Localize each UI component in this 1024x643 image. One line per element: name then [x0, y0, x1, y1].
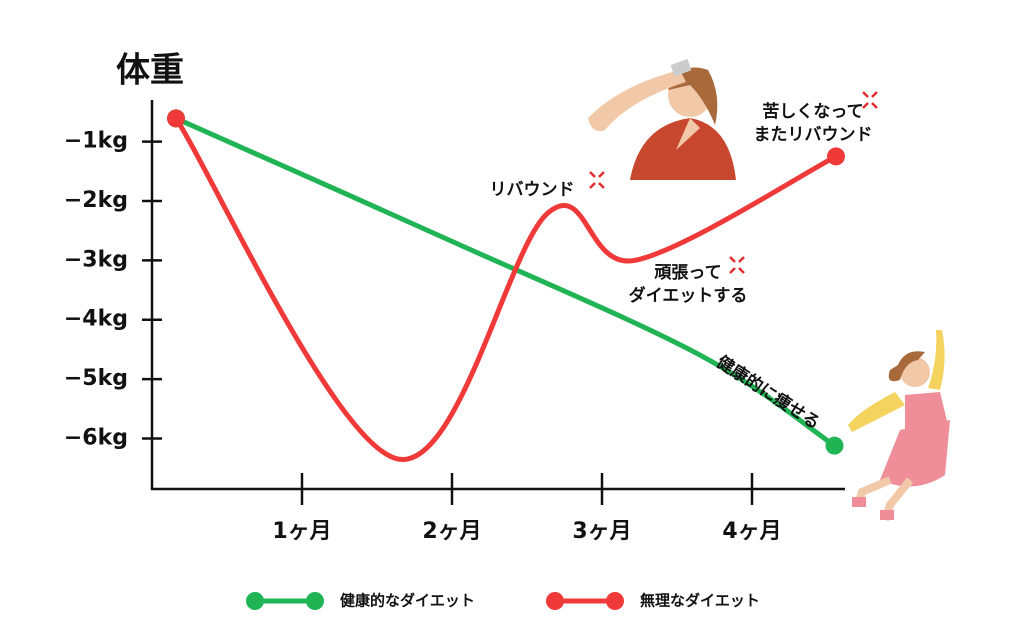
legend-dot	[606, 592, 624, 610]
y-tick-label: −6kg	[64, 426, 128, 451]
y-tick-label: −5kg	[64, 366, 128, 391]
series-line	[173, 115, 839, 462]
end-point	[167, 109, 185, 128]
series-line	[173, 115, 837, 449]
x-tick-label: 4ヶ月	[722, 519, 781, 544]
y-tick-label: −2kg	[64, 188, 128, 213]
y-tick-label: −4kg	[64, 307, 128, 332]
annotation: またリバウンド	[754, 125, 873, 145]
x-tick-label: 3ヶ月	[572, 519, 631, 544]
happy-woman	[848, 330, 950, 522]
x-tick-label: 1ヶ月	[272, 519, 331, 544]
y-axis-label: 体重	[116, 51, 184, 91]
legend-dot	[306, 592, 324, 610]
legend-dot	[546, 592, 564, 610]
x-tick-label: 2ヶ月	[422, 519, 481, 544]
end-point	[827, 147, 845, 166]
annotation: 苦しくなって	[762, 101, 863, 122]
annotation: 健康的に痩せる	[713, 351, 824, 433]
worried-woman	[588, 58, 736, 180]
end-point	[825, 436, 844, 455]
y-tick-label: −1kg	[64, 129, 128, 154]
legend-dot	[246, 592, 264, 610]
annotation: ダイエットする	[629, 285, 748, 306]
anger-marks	[589, 91, 878, 274]
annotation: リバウンド	[490, 180, 575, 200]
legend-label: 無理なダイエット	[640, 592, 760, 610]
y-tick-label: −3kg	[64, 247, 128, 272]
legend-label: 健康的なダイエット	[340, 592, 475, 610]
annotation: 頑張って	[653, 263, 721, 283]
